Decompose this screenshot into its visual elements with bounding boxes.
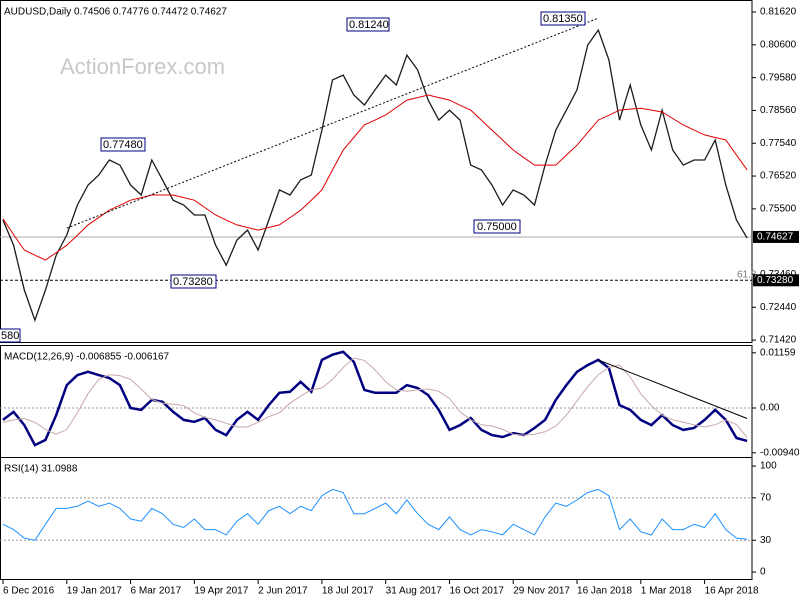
x-tick-label: 6 Mar 2017 bbox=[131, 586, 182, 597]
y-tick-label: 0.76520 bbox=[760, 171, 797, 182]
x-tick-label: 6 Dec 2016 bbox=[3, 586, 55, 597]
y-tick-label: 70 bbox=[760, 492, 772, 503]
y-tick-label: 0.00 bbox=[760, 403, 780, 414]
annotation-box bbox=[540, 11, 586, 26]
annotation-box bbox=[346, 17, 390, 32]
x-tick-label: 31 Aug 2017 bbox=[386, 586, 443, 597]
x-tick-label: 29 Nov 2017 bbox=[513, 586, 570, 597]
trendline bbox=[66, 17, 599, 229]
y-tick-label: 30 bbox=[760, 535, 772, 546]
series-line bbox=[2, 350, 748, 447]
trendline bbox=[598, 359, 748, 419]
annotation: 580 bbox=[1, 330, 19, 342]
series-line bbox=[2, 488, 748, 541]
price-label-box bbox=[753, 230, 799, 243]
annotation: 0.77480 bbox=[103, 139, 143, 151]
series-line bbox=[2, 94, 748, 261]
annotation: 0.81240 bbox=[349, 19, 389, 31]
x-tick-label: 1 Mar 2018 bbox=[641, 586, 692, 597]
y-tick-label: 0.81620 bbox=[760, 7, 797, 18]
x-tick-label: 16 Apr 2018 bbox=[705, 586, 759, 597]
annotation: 0.81350 bbox=[543, 13, 583, 25]
annotation-box bbox=[170, 274, 217, 289]
y-tick-label: 0.78560 bbox=[760, 105, 797, 116]
y-tick-label: 0.01159 bbox=[760, 347, 796, 358]
panel-frame bbox=[0, 457, 753, 580]
panel-title: MACD(12,26,9) -0.006855 -0.006167 bbox=[4, 352, 170, 363]
y-tick-label: 0.77540 bbox=[760, 138, 797, 149]
y-tick-label: 0.79580 bbox=[760, 72, 797, 83]
level-label-box bbox=[753, 274, 799, 287]
x-tick-label: 18 Jul 2017 bbox=[322, 586, 374, 597]
annotation: 61.8 bbox=[737, 270, 757, 281]
watermark: ActionForex.com bbox=[60, 54, 225, 79]
y-tick-label: 0.72440 bbox=[760, 302, 797, 313]
y-tick-label: -0.009408 bbox=[760, 447, 800, 458]
x-tick-label: 19 Jan 2017 bbox=[67, 586, 122, 597]
panel-title: AUDUSD,Daily 0.74506 0.74776 0.74472 0.7… bbox=[4, 7, 227, 18]
annotation-box bbox=[0, 328, 21, 343]
series-line bbox=[2, 357, 748, 438]
x-tick-label: 19 Apr 2017 bbox=[194, 586, 248, 597]
y-tick-label: 0.80600 bbox=[760, 39, 797, 50]
panel-frame bbox=[0, 0, 753, 343]
y-tick-label: 0.71420 bbox=[760, 335, 797, 346]
annotation-box bbox=[100, 137, 146, 152]
annotation: 0.75000 bbox=[477, 221, 517, 233]
x-tick-label: 16 Jan 2018 bbox=[577, 586, 632, 597]
x-tick-label: 16 Oct 2017 bbox=[449, 586, 504, 597]
annotation: 0.73280 bbox=[173, 276, 213, 288]
series-line bbox=[2, 28, 748, 323]
level-label: 0.73280 bbox=[757, 275, 794, 286]
annotations: 0.81240 0.81350 0.77480 0.75000 0.73280 … bbox=[0, 11, 757, 343]
annotation-box bbox=[473, 219, 521, 234]
price-label: 0.74627 bbox=[757, 232, 794, 243]
panel-title: RSI(14) 31.0988 bbox=[4, 464, 78, 475]
y-tick-label: 0.75500 bbox=[760, 204, 797, 215]
x-tick-label: 2 Jun 2017 bbox=[258, 586, 308, 597]
y-tick-label: 100 bbox=[760, 461, 777, 472]
y-tick-label: 0 bbox=[760, 567, 766, 578]
